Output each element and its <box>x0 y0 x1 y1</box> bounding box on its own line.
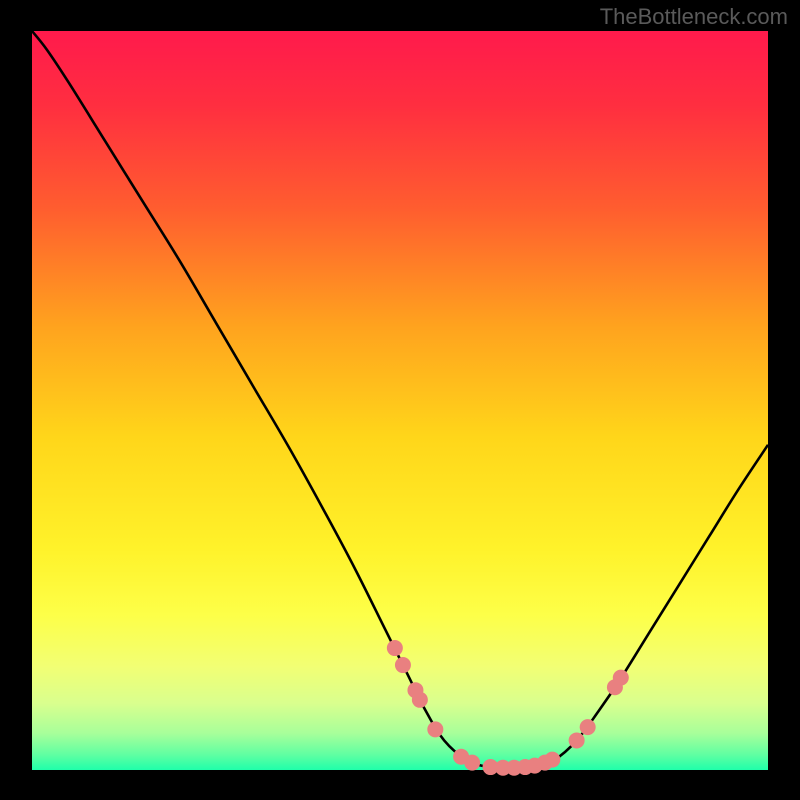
marker-point <box>464 755 480 771</box>
marker-point <box>569 732 585 748</box>
marker-point <box>427 721 443 737</box>
watermark-text: TheBottleneck.com <box>600 4 788 30</box>
marker-point <box>544 752 560 768</box>
marker-point <box>387 640 403 656</box>
marker-point <box>613 670 629 686</box>
marker-point <box>395 657 411 673</box>
marker-point <box>580 719 596 735</box>
chart-container: TheBottleneck.com <box>0 0 800 800</box>
bottleneck-curve-chart <box>0 0 800 800</box>
marker-point <box>412 692 428 708</box>
